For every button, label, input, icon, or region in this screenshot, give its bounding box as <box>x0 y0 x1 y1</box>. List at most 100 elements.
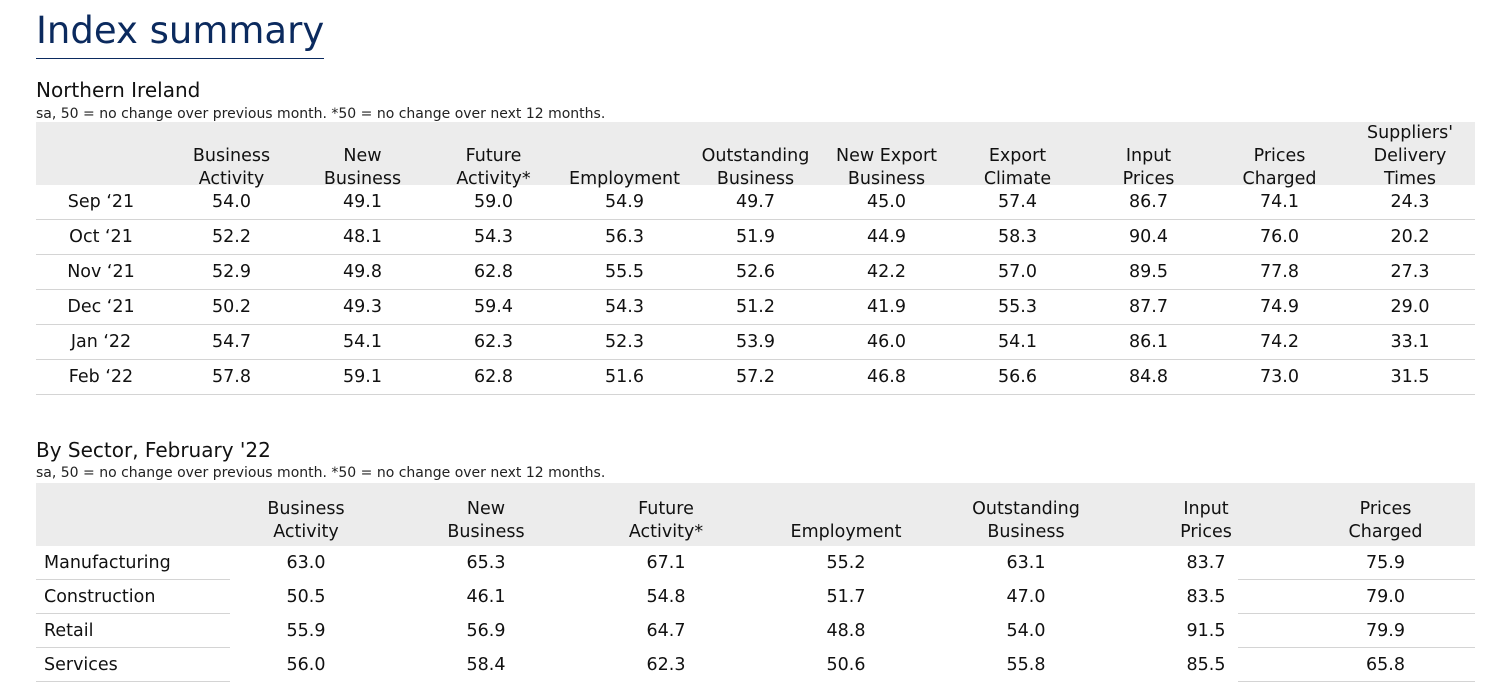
table-cell: 54.8 <box>646 587 686 607</box>
row-label: Oct ‘21 <box>69 227 133 247</box>
table-cell: 73.0 <box>1260 367 1299 387</box>
table-cell: 51.7 <box>826 587 866 607</box>
table-cell: 46.8 <box>867 367 906 387</box>
row-label: Services <box>44 655 118 675</box>
table-cell: 56.9 <box>466 621 506 641</box>
header-prices-charged: Prices Charged <box>1348 499 1423 542</box>
northern-ireland-table: Business Activity New Business Future Ac… <box>36 122 1475 395</box>
table-cell: 62.8 <box>474 367 513 387</box>
row-label: Sep ‘21 <box>67 192 135 212</box>
table-cell: 57.0 <box>998 262 1037 282</box>
table-cell: 52.6 <box>736 262 775 282</box>
table-cell: 53.9 <box>736 332 775 352</box>
table-row: Retail 55.9 56.9 64.7 48.8 54.0 91.5 79.9 <box>36 614 1475 648</box>
table-cell: 64.7 <box>646 621 686 641</box>
table-cell: 49.8 <box>343 262 382 282</box>
table-cell: 91.5 <box>1186 621 1226 641</box>
header-input-prices: Input Prices <box>1122 146 1175 189</box>
table-cell: 51.2 <box>736 297 775 317</box>
table-cell: 55.2 <box>826 553 866 573</box>
table-header: Business Activity New Business Future Ac… <box>36 483 1475 546</box>
table-cell: 54.3 <box>605 297 644 317</box>
table-cell: 62.3 <box>474 332 513 352</box>
page-title: Index summary <box>36 8 325 59</box>
table-cell: 84.8 <box>1129 367 1168 387</box>
table-cell: 47.0 <box>1006 587 1046 607</box>
table-cell: 58.4 <box>466 655 506 675</box>
by-sector-table: Business Activity New Business Future Ac… <box>36 483 1475 682</box>
table-cell: 46.0 <box>867 332 906 352</box>
table-cell: 54.0 <box>1006 621 1046 641</box>
table-cell: 57.2 <box>736 367 775 387</box>
row-label: Manufacturing <box>44 553 171 573</box>
table-cell: 77.8 <box>1260 262 1299 282</box>
table-cell: 52.3 <box>605 332 644 352</box>
table-cell: 56.6 <box>998 367 1037 387</box>
table-cell: 27.3 <box>1390 262 1430 282</box>
table-body: Sep ‘21 54.0 49.1 59.0 54.9 49.7 45.0 57.4 86.7 7… <box>36 185 1475 395</box>
header-future-activity: Future Activity* <box>628 499 704 542</box>
row-label: Nov ‘21 <box>67 262 135 282</box>
table-cell: 55.9 <box>286 621 326 641</box>
table-cell: 62.8 <box>474 262 513 282</box>
header-outstanding-business: Outstanding Business <box>972 499 1080 542</box>
row-label: Construction <box>44 587 156 607</box>
table-header: Business Activity New Business Future Ac… <box>36 122 1475 189</box>
by-sector-note: sa, 50 = no change over previous month. … <box>36 465 606 481</box>
table-cell: 90.4 <box>1129 227 1168 247</box>
row-label: Jan ‘22 <box>70 332 132 352</box>
header-employment: Employment <box>790 522 902 542</box>
table-cell: 44.9 <box>867 227 906 247</box>
table-cell: 89.5 <box>1129 262 1168 282</box>
table-cell: 54.7 <box>212 332 251 352</box>
header-employment: Employment <box>569 169 680 189</box>
table-cell: 54.0 <box>212 192 251 212</box>
table-cell: 49.1 <box>343 192 382 212</box>
northern-ireland-note: sa, 50 = no change over previous month. … <box>36 106 606 122</box>
table-cell: 79.9 <box>1366 621 1405 641</box>
table-cell: 57.4 <box>998 192 1037 212</box>
table-cell: 49.7 <box>736 192 775 212</box>
header-future-activity: Future Activity* <box>456 146 531 189</box>
table-cell: 86.1 <box>1129 332 1168 352</box>
table-cell: 58.3 <box>998 227 1037 247</box>
table-cell: 55.8 <box>1006 655 1046 675</box>
row-label: Retail <box>44 621 94 641</box>
header-input-prices: Input Prices <box>1180 499 1232 542</box>
table-cell: 54.1 <box>998 332 1037 352</box>
table-body: Manufacturing 63.0 65.3 67.1 55.2 63.1 83.7 75.… <box>36 546 1475 682</box>
table-cell: 74.1 <box>1260 192 1299 212</box>
by-sector-title: By Sector, February '22 <box>36 438 271 462</box>
table-cell: 74.9 <box>1260 297 1299 317</box>
table-cell: 49.3 <box>343 297 382 317</box>
table-cell: 56.3 <box>605 227 644 247</box>
table-row: Nov ‘21 52.9 49.8 62.8 55.5 52.6 42.2 57.0 89.5 7… <box>36 255 1475 290</box>
header-business-activity: Business Activity <box>267 499 345 542</box>
row-label: Feb ‘22 <box>68 367 134 387</box>
header-business-activity: Business Activity <box>192 146 271 189</box>
table-cell: 65.8 <box>1366 655 1405 675</box>
table-cell: 56.0 <box>286 655 326 675</box>
table-cell: 74.2 <box>1260 332 1299 352</box>
table-cell: 87.7 <box>1129 297 1168 317</box>
table-cell: 57.8 <box>212 367 251 387</box>
table-row: Feb ‘22 57.8 59.1 62.8 51.6 57.2 46.8 56.6 84.8 7… <box>36 360 1475 395</box>
header-new-business: New Business <box>323 146 402 189</box>
table-cell: 54.9 <box>605 192 644 212</box>
table-cell: 51.6 <box>605 367 644 387</box>
table-cell: 79.0 <box>1366 587 1405 607</box>
table-cell: 52.2 <box>212 227 251 247</box>
table-row: Construction 50.5 46.1 54.8 51.7 47.0 83.5 79.0 <box>36 580 1475 614</box>
table-cell: 86.7 <box>1129 192 1168 212</box>
table-cell: 24.3 <box>1390 192 1430 212</box>
table-cell: 48.8 <box>826 621 866 641</box>
table-cell: 59.0 <box>474 192 513 212</box>
table-cell: 75.9 <box>1366 553 1405 573</box>
table-cell: 31.5 <box>1390 367 1430 387</box>
table-cell: 50.2 <box>212 297 251 317</box>
table-row: Manufacturing 63.0 65.3 67.1 55.2 63.1 83.7 75.… <box>36 546 1475 580</box>
table-cell: 63.0 <box>286 553 326 573</box>
table-cell: 65.3 <box>466 553 506 573</box>
header-export-climate: Export Climate <box>983 146 1052 189</box>
header-new-business: New Business <box>447 499 525 542</box>
